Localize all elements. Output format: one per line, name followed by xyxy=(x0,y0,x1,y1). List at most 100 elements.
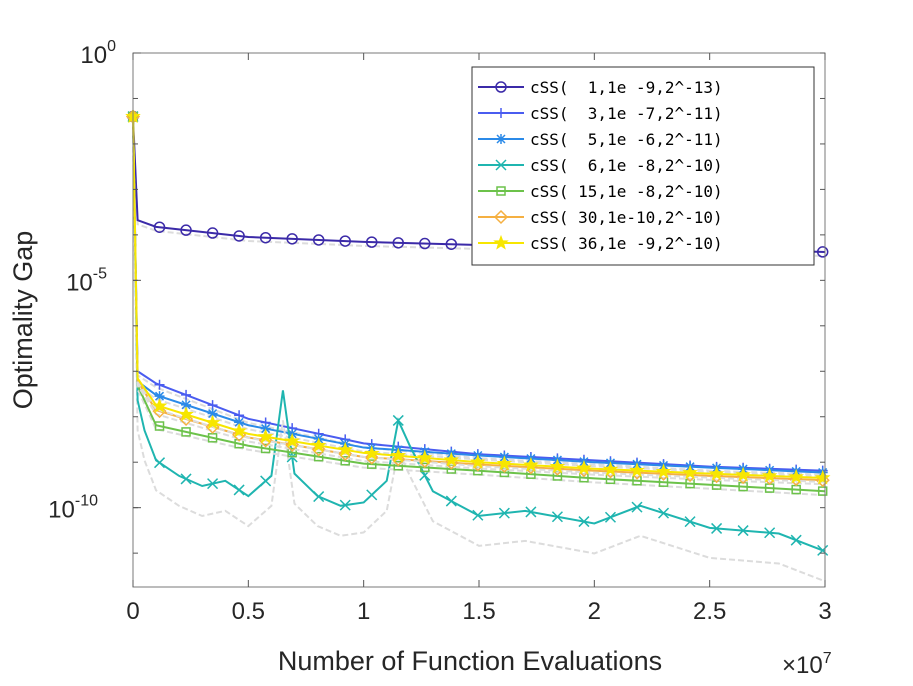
x-tick-label: 0 xyxy=(126,598,139,625)
data-point xyxy=(339,499,351,511)
data-point xyxy=(629,462,645,478)
legend-label: cSS( 36,1e -9,2^-10) xyxy=(530,234,723,253)
series-band-lower xyxy=(132,146,826,583)
data-point xyxy=(231,422,247,438)
data-point xyxy=(178,411,194,427)
data-point xyxy=(682,464,698,480)
data-point xyxy=(735,466,751,482)
data-point xyxy=(525,506,537,518)
data-point xyxy=(658,507,670,519)
data-point xyxy=(390,447,407,463)
data-point xyxy=(181,399,192,410)
data-point xyxy=(764,527,776,539)
data-point xyxy=(258,433,273,448)
data-point xyxy=(180,473,192,485)
x-tick-label: 2.5 xyxy=(693,598,726,625)
data-point xyxy=(257,428,274,444)
data-point xyxy=(180,224,192,236)
legend: cSS( 1,1e -9,2^-13) cSS( 3,1e -7,2^-11) cS… xyxy=(471,66,815,266)
data-point xyxy=(392,237,405,249)
data-point xyxy=(310,437,327,453)
data-point xyxy=(526,469,536,479)
data-point xyxy=(498,507,510,519)
legend-label: cSS( 3,1e -7,2^-11) xyxy=(530,104,723,123)
series-line xyxy=(132,116,826,493)
data-point xyxy=(154,391,165,402)
data-point xyxy=(285,437,300,452)
ticks: 0 0.5 1 1.5 2 2.5 3 100 10-5 10-10 xyxy=(48,38,832,625)
data-point xyxy=(470,453,486,469)
data-point xyxy=(363,445,380,461)
data-point xyxy=(259,231,272,244)
data-point xyxy=(233,230,245,242)
data-point xyxy=(391,452,406,467)
y-tick-label: 10-5 xyxy=(66,265,107,296)
data-point xyxy=(417,449,433,465)
y-axis-label: Optimality Gap xyxy=(8,231,38,410)
data-point xyxy=(151,398,168,413)
x-tick-label: 2 xyxy=(588,598,601,625)
legend-entry: cSS( 5,1e -6,2^-11) xyxy=(478,130,723,149)
x-axis-label: Number of Function Evaluations xyxy=(278,646,662,676)
data-point xyxy=(366,459,377,469)
data-point xyxy=(631,501,643,513)
series-band-lower xyxy=(132,120,826,497)
data-point xyxy=(313,491,325,503)
series-4 xyxy=(127,111,829,583)
data-point xyxy=(711,522,723,534)
data-point xyxy=(312,234,325,246)
legend-entry: cSS( 30,1e-10,2^-10) xyxy=(478,208,723,227)
legend-marker xyxy=(496,186,506,196)
data-point xyxy=(233,484,245,496)
legend-entry: cSS( 3,1e -7,2^-11) xyxy=(478,104,723,123)
legend-label: cSS( 30,1e-10,2^-10) xyxy=(530,208,723,227)
legend-box xyxy=(471,66,815,266)
data-point xyxy=(284,432,300,448)
legend-label: cSS( 6,1e -8,2^-10) xyxy=(530,156,723,175)
series-line xyxy=(132,116,826,472)
data-point xyxy=(260,443,271,454)
data-point xyxy=(206,227,219,239)
data-point xyxy=(365,236,378,248)
x-tick-label: 3 xyxy=(818,598,831,625)
data-point xyxy=(178,406,194,422)
data-point xyxy=(496,455,513,471)
y-tick-label: 10-10 xyxy=(48,493,98,524)
x-tick-label: 0.5 xyxy=(232,598,265,625)
data-point xyxy=(790,534,802,546)
data-point xyxy=(153,221,166,233)
x-tick-label: 1.5 xyxy=(462,598,495,625)
legend-entry: cSS( 6,1e -8,2^-10) xyxy=(478,156,723,175)
data-point xyxy=(443,451,460,467)
data-point xyxy=(604,511,617,523)
data-point xyxy=(472,509,484,521)
legend-entry: cSS( 1,1e -9,2^-13) xyxy=(478,78,723,97)
data-point xyxy=(340,456,350,466)
data-point xyxy=(207,408,218,419)
data-point xyxy=(337,441,353,457)
x-exponent-label: ×107 xyxy=(782,650,832,679)
data-point xyxy=(816,246,829,258)
legend-marker xyxy=(495,81,507,93)
data-point xyxy=(393,461,404,471)
data-point xyxy=(364,450,379,465)
data-point xyxy=(761,467,778,483)
data-point xyxy=(814,469,831,485)
legend-label: cSS( 5,1e -6,2^-11) xyxy=(530,130,723,149)
data-point xyxy=(551,511,563,523)
series-7 xyxy=(125,108,831,485)
data-point xyxy=(578,516,590,528)
data-point xyxy=(708,465,725,481)
data-point xyxy=(204,414,221,430)
series-line xyxy=(132,116,826,479)
data-point xyxy=(445,238,458,250)
data-point xyxy=(153,457,166,469)
data-point xyxy=(737,525,749,537)
legend-marker xyxy=(493,234,509,250)
series-line xyxy=(132,116,826,553)
data-point xyxy=(260,475,272,487)
data-point xyxy=(576,459,592,475)
data-point xyxy=(286,233,298,245)
legend-marker xyxy=(495,159,507,171)
